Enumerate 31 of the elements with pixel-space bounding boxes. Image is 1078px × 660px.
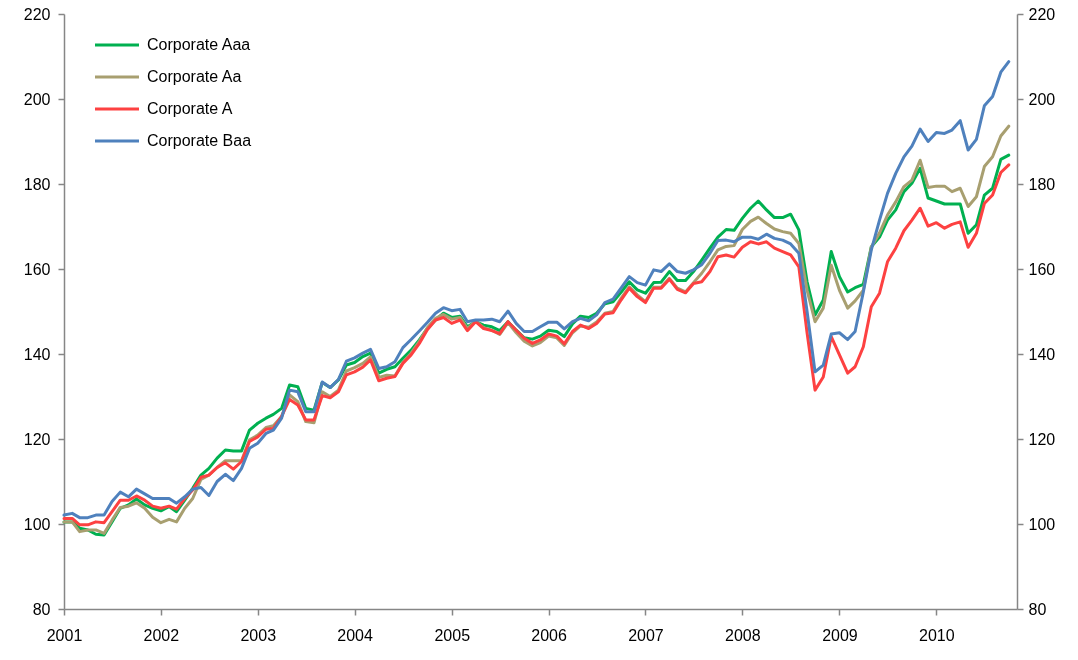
y2-tick-label: 100 <box>1028 515 1056 533</box>
x-tick-label: 2007 <box>628 626 664 644</box>
x-tick-label: 2009 <box>822 626 858 644</box>
y-tick-label: 120 <box>23 430 51 448</box>
x-tick-label: 2006 <box>531 626 567 644</box>
legend-label: Corporate Aa <box>147 68 242 85</box>
y2-tick-label: 80 <box>1028 600 1047 618</box>
legend-label: Corporate A <box>147 100 233 117</box>
line-series <box>62 60 1011 520</box>
y2-tick-label: 140 <box>1028 345 1056 363</box>
y-tick-label: 200 <box>23 90 51 108</box>
y2-tick-label: 200 <box>1028 90 1056 108</box>
legend-label: Corporate Baa <box>147 132 252 149</box>
y-tick-label: 160 <box>23 260 51 278</box>
y2-tick-label: 180 <box>1028 175 1056 193</box>
y-tick-label: 220 <box>23 5 51 23</box>
legend-label: Corporate Aaa <box>147 36 251 53</box>
x-tick-label: 2008 <box>725 626 761 644</box>
y-tick-label: 140 <box>23 345 51 363</box>
x-tick-label: 2002 <box>143 626 180 644</box>
x-tick-label: 2001 <box>46 626 83 644</box>
y-tick-label: 80 <box>32 600 51 618</box>
x-tick-label: 2003 <box>240 626 277 644</box>
y2-tick-label: 160 <box>1028 260 1056 278</box>
x-tick-label: 2004 <box>337 626 373 644</box>
y-tick-label: 100 <box>23 515 51 533</box>
x-tick-label: 2010 <box>919 626 955 644</box>
y-tick-label: 180 <box>23 175 51 193</box>
x-tick-label: 2005 <box>434 626 471 644</box>
y2-tick-label: 120 <box>1028 430 1056 448</box>
y2-tick-label: 220 <box>1028 5 1056 23</box>
